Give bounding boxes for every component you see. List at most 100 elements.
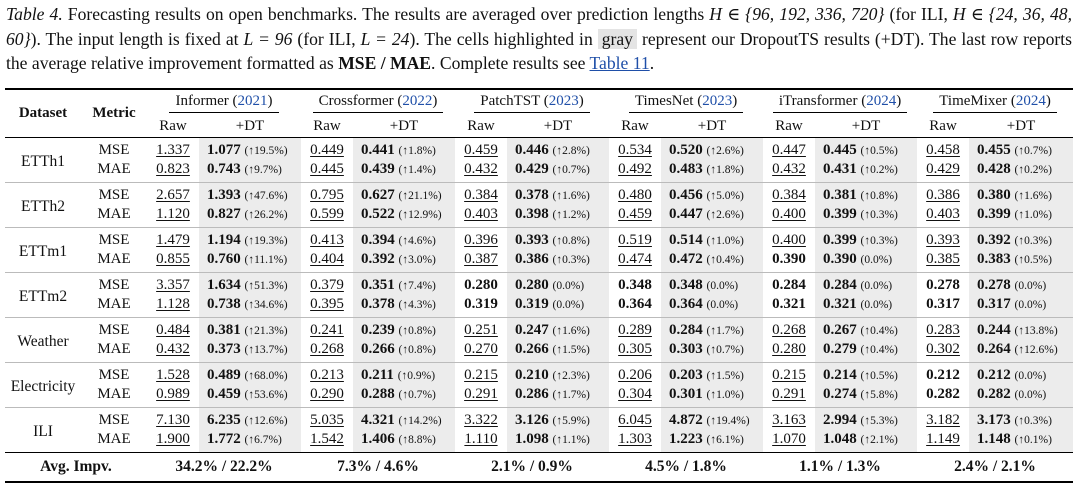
dt-value: 0.445: [823, 142, 857, 158]
dt-value: 0.348: [669, 277, 703, 293]
dt-improvement: (0.0%): [860, 280, 893, 292]
raw-value-cell: 0.403: [455, 205, 507, 228]
dt-value: 0.455: [977, 142, 1011, 158]
dt-value-cell: 0.399 (↑0.3%): [815, 205, 918, 228]
raw-value: 0.432: [772, 161, 806, 177]
dt-improvement: (↑2.6%): [706, 145, 744, 157]
caption-math-3: L = 96: [243, 28, 293, 49]
raw-value: 0.304: [618, 386, 652, 402]
dt-improvement: (↑14.2%): [398, 415, 442, 427]
raw-value: 6.045: [618, 412, 652, 428]
model-year-citation[interactable]: 2022: [402, 92, 433, 109]
raw-value-cell: 0.599: [301, 205, 353, 228]
raw-value: 0.384: [772, 187, 806, 203]
dt-value: 0.472: [669, 251, 703, 267]
dataset-name: ETTm2: [5, 272, 81, 318]
avg-improvement-value: 7.3% / 4.6%: [301, 452, 455, 483]
dt-improvement: (↑0.7%): [706, 344, 744, 356]
raw-value-cell: 1.337: [147, 138, 199, 161]
dt-value-cell: 0.446 (↑2.8%): [507, 137, 610, 160]
dt-header: +DT: [661, 115, 764, 138]
raw-header: Raw: [763, 115, 816, 138]
dt-improvement: (↑0.3%): [1014, 415, 1052, 427]
raw-value: 0.480: [618, 187, 652, 203]
raw-value-cell: 0.449: [301, 138, 353, 161]
dt-improvement: (↑0.8%): [398, 325, 436, 337]
metric-name: MAE: [81, 430, 147, 453]
dt-value: 0.266: [361, 341, 395, 357]
dt-header: +DT: [969, 115, 1074, 138]
model-year-paren-close: ): [578, 92, 584, 109]
dt-improvement: (↑1.6%): [552, 325, 590, 337]
raw-value-cell: 0.432: [455, 160, 507, 183]
dt-value-cell: 0.429 (↑0.7%): [507, 160, 610, 183]
raw-value-cell: 0.364: [609, 295, 662, 318]
raw-value: 0.270: [464, 341, 498, 357]
raw-value: 0.484: [156, 322, 190, 338]
dt-improvement: (↑3.0%): [398, 254, 436, 266]
raw-value-cell: 0.348: [609, 273, 661, 296]
model-year-paren-open: (: [228, 92, 238, 109]
dt-value: 0.760: [207, 251, 241, 267]
dt-improvement: (↑6.1%): [706, 434, 744, 446]
dt-value: 0.394: [361, 232, 395, 248]
dt-value: 0.280: [515, 277, 549, 293]
raw-value-cell: 1.303: [609, 430, 662, 453]
dt-value-cell: 0.364 (0.0%): [661, 295, 764, 318]
raw-value-cell: 0.386: [917, 183, 969, 206]
model-year-citation[interactable]: 2023: [548, 92, 579, 109]
dt-value: 1.077: [207, 142, 241, 158]
dt-value: 0.267: [823, 322, 857, 338]
dt-value-cell: 0.392 (↑3.0%): [353, 250, 455, 273]
model-year-citation[interactable]: 2024: [1015, 92, 1046, 109]
raw-value-cell: 0.492: [609, 160, 662, 183]
model-year-citation[interactable]: 2021: [237, 92, 268, 109]
dt-value-cell: 0.211 (↑0.9%): [353, 362, 455, 385]
dt-value-cell: 1.223 (↑6.1%): [661, 430, 764, 453]
dt-value-cell: 0.267 (↑0.4%): [815, 317, 918, 340]
dt-value: 0.392: [977, 232, 1011, 248]
dt-header: +DT: [507, 115, 610, 138]
dt-value-cell: 0.738 (↑34.6%): [199, 295, 301, 318]
table-11-link[interactable]: Table 11: [589, 53, 650, 73]
raw-value-cell: 0.393: [917, 228, 969, 251]
model-name: PatchTST: [480, 92, 540, 109]
dt-value-cell: 0.514 (↑1.0%): [661, 227, 764, 250]
dt-value-cell: 0.455 (↑0.7%): [969, 137, 1074, 160]
dt-value: 0.431: [823, 161, 857, 177]
dt-value-cell: 0.743 (↑9.7%): [199, 160, 301, 183]
raw-value-cell: 0.387: [455, 250, 507, 273]
dt-value-cell: 0.386 (↑0.3%): [507, 250, 610, 273]
dt-value: 0.301: [669, 386, 703, 402]
raw-value-cell: 0.534: [609, 138, 661, 161]
raw-value: 0.458: [926, 142, 960, 158]
dt-value-cell: 0.445 (↑0.5%): [815, 137, 918, 160]
raw-value: 0.855: [156, 251, 190, 267]
dt-improvement: (↑13.7%): [244, 344, 288, 356]
raw-value: 0.795: [310, 187, 344, 203]
raw-value-cell: 1.128: [147, 295, 199, 318]
dt-value-cell: 0.393 (↑0.8%): [507, 227, 610, 250]
raw-header: Raw: [917, 115, 970, 138]
model-year-citation[interactable]: 2023: [702, 92, 733, 109]
raw-value-cell: 0.795: [301, 183, 353, 206]
dt-improvement: (↑21.3%): [244, 325, 288, 337]
table-row: MAE 1.900 1.772 (↑6.7%) 1.542 1.406 (↑8.8%) 1…: [5, 430, 1074, 453]
raw-value-cell: 1.110: [455, 430, 507, 453]
dt-value-cell: 0.212 (0.0%): [969, 362, 1074, 385]
raw-value-cell: 0.321: [763, 295, 816, 318]
dt-value-cell: 0.447 (↑2.6%): [661, 205, 764, 228]
raw-value: 0.385: [926, 251, 960, 267]
raw-value: 0.212: [926, 367, 960, 383]
raw-value: 0.284: [772, 277, 806, 293]
avg-improvement-value: 2.4% / 2.1%: [917, 452, 1074, 483]
dt-improvement: (↑47.6%): [244, 190, 288, 202]
raw-value-cell: 0.384: [763, 183, 815, 206]
raw-value: 0.305: [618, 341, 652, 357]
model-year-citation[interactable]: 2024: [866, 92, 897, 109]
raw-value: 0.215: [464, 367, 498, 383]
dt-value: 0.428: [977, 161, 1011, 177]
dt-value: 0.743: [207, 161, 241, 177]
dt-improvement: (↑1.5%): [552, 344, 590, 356]
model-year-paren-close: ): [267, 92, 273, 109]
